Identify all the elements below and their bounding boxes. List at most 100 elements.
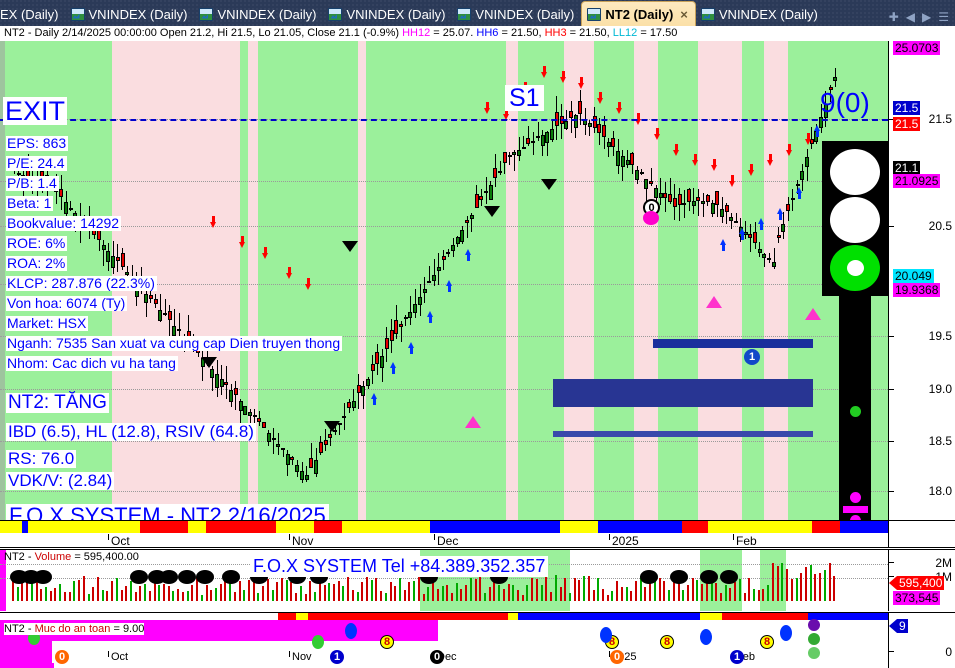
cloud-grey xyxy=(0,123,5,165)
candle-body xyxy=(545,132,550,144)
indicator-label: Muc do an toan xyxy=(34,623,111,635)
volume-bar xyxy=(625,587,628,601)
tab-nt2-daily-active[interactable]: NT2 (Daily) × xyxy=(581,1,696,26)
indicator-ribbon-segment xyxy=(0,613,278,620)
candle-body xyxy=(144,293,149,303)
pole-dot-magenta-bottom xyxy=(850,515,861,520)
indicator-ribbon-segment xyxy=(308,613,508,620)
gridline xyxy=(0,491,888,492)
bearish-marker xyxy=(323,421,340,432)
fundamental-item: KLCP: 287.876 (22.3%) xyxy=(6,275,157,291)
safety-value: 9 xyxy=(897,619,908,633)
ribbon-segment xyxy=(560,521,598,533)
candle-body xyxy=(106,250,111,262)
candle-wick xyxy=(240,399,242,425)
bullish-marker xyxy=(465,416,482,428)
volume-panel[interactable]: NT2 - Volume = 595,400.00 F.O.X SYSTEM T… xyxy=(0,549,888,611)
volume-bar xyxy=(602,588,604,601)
chart-icon xyxy=(700,7,715,21)
volume-bar xyxy=(639,576,642,601)
axis-label: 20.5 xyxy=(928,219,952,233)
sell-arrow xyxy=(691,153,699,167)
candlestick-series: ✳❄01 xyxy=(0,41,888,520)
candle-wick xyxy=(306,466,308,483)
candle-wick xyxy=(523,135,525,149)
candle-body xyxy=(753,232,758,244)
close-icon[interactable]: × xyxy=(680,6,688,22)
prev-tab-icon[interactable]: ◀ xyxy=(905,10,915,24)
tab-vnindex-5[interactable]: VNINDEX (Daily) xyxy=(696,2,825,26)
bearish-marker xyxy=(484,206,500,217)
volume-bar xyxy=(748,578,751,601)
volume-bar xyxy=(521,594,524,601)
volume-bar xyxy=(243,589,246,601)
volume-bar xyxy=(738,579,741,601)
fundamental-item: P/E: 24.4 xyxy=(6,155,67,171)
candle-wick xyxy=(698,189,699,217)
volume-bar xyxy=(474,578,477,601)
axis-tick xyxy=(889,389,894,390)
tab-vnindex-3[interactable]: VNINDEX (Daily) xyxy=(323,2,452,26)
volume-bar xyxy=(214,588,217,601)
volume-bar xyxy=(441,585,444,601)
candle-body xyxy=(238,400,243,412)
volume-bar xyxy=(696,580,699,601)
indicator-ribbon-segment xyxy=(722,613,748,620)
candle-wick xyxy=(339,422,341,436)
volume-bar xyxy=(30,578,33,601)
candle-wick xyxy=(282,447,284,457)
candle-body xyxy=(611,137,616,147)
price-tag: 21.1 xyxy=(893,161,921,175)
price-chart-panel[interactable]: ✳❄01 EXIT S1 9(0) EPS: 863 P/E: 24.4 P/B: … xyxy=(0,41,888,520)
cloud-grey xyxy=(0,164,5,206)
tab-vnindex-4[interactable]: VNINDEX (Daily) xyxy=(452,2,581,26)
candle-body xyxy=(790,197,795,200)
candle-body xyxy=(488,185,493,200)
bullish-marker xyxy=(705,296,722,308)
candle-body xyxy=(399,324,404,327)
volume-bar xyxy=(649,576,652,601)
bearish-marker xyxy=(342,241,359,252)
volume-avg-line xyxy=(0,610,6,611)
volume-avg-line xyxy=(0,568,6,570)
volume-bar xyxy=(191,585,194,601)
buy-arrow xyxy=(757,217,765,230)
volume-last-tag: 595,400 xyxy=(889,576,945,590)
safety-blue-marker xyxy=(780,625,792,641)
candle-body xyxy=(526,138,531,144)
tab-ex-daily[interactable]: EX (Daily) xyxy=(0,2,66,26)
price-axis[interactable]: 21.5 20.5 19.5 19.0 18.5 18.0 25.0703 21.5 21.5 2… xyxy=(888,41,955,520)
sell-arrow xyxy=(540,66,548,79)
candle-wick xyxy=(589,120,591,137)
sell-arrow xyxy=(559,71,567,84)
tab-label: VNINDEX (Daily) xyxy=(217,6,317,22)
tab-list-icon[interactable]: ☰ xyxy=(938,10,949,24)
volume-bar xyxy=(87,594,90,601)
fundamental-item: ROE: 6% xyxy=(6,235,68,251)
candle-wick xyxy=(745,221,747,240)
volume-bar xyxy=(446,584,449,601)
cloud-grey xyxy=(0,206,5,248)
cycle-marker: 1 xyxy=(330,650,344,664)
volume-bar xyxy=(125,585,128,601)
safety-blue-marker xyxy=(700,629,712,645)
gridline xyxy=(0,336,888,337)
tab-vnindex-2[interactable]: VNINDEX (Daily) xyxy=(194,2,323,26)
next-tab-icon[interactable]: ▶ xyxy=(922,10,932,24)
volume-bar xyxy=(658,578,661,601)
fundamental-item: Nganh: 7535 San xuat va cung cap Dien tr… xyxy=(6,335,343,351)
volume-bar xyxy=(432,580,435,601)
ribbon-segment xyxy=(188,521,206,533)
date-axis-indicator: Oct Nov Dec 2025 Feb 0 1 0 0 1 xyxy=(0,650,888,668)
candle-body xyxy=(120,252,125,267)
move-cross-icon[interactable]: ✚ xyxy=(888,10,899,24)
sell-arrow xyxy=(672,143,680,157)
volume-bar xyxy=(92,587,95,601)
candle-body xyxy=(653,188,658,199)
volume-bar xyxy=(248,579,250,601)
price-tag: 21.5 xyxy=(893,117,921,131)
tab-vnindex-1[interactable]: VNINDEX (Daily) xyxy=(66,2,195,26)
